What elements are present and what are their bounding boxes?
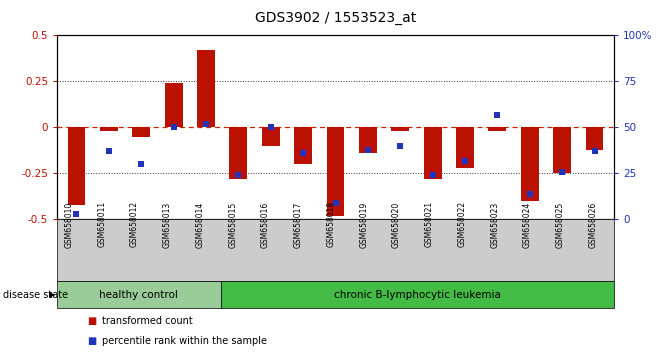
Bar xyxy=(68,127,85,205)
Text: GSM658013: GSM658013 xyxy=(162,201,172,247)
Point xyxy=(362,147,373,152)
Text: GSM658025: GSM658025 xyxy=(556,201,565,247)
Point xyxy=(460,158,470,164)
Bar xyxy=(391,127,409,131)
Text: GSM658023: GSM658023 xyxy=(491,201,499,247)
Text: GSM658011: GSM658011 xyxy=(97,201,106,247)
Text: GSM658014: GSM658014 xyxy=(195,201,205,247)
Text: GDS3902 / 1553523_at: GDS3902 / 1553523_at xyxy=(255,11,416,25)
Point xyxy=(265,125,276,130)
Text: healthy control: healthy control xyxy=(99,290,178,300)
Text: ▶: ▶ xyxy=(49,290,56,299)
Text: ■: ■ xyxy=(87,316,97,326)
Bar xyxy=(554,127,571,173)
Point xyxy=(427,172,438,178)
Bar xyxy=(521,127,539,201)
Point xyxy=(557,169,568,175)
Text: chronic B-lymphocytic leukemia: chronic B-lymphocytic leukemia xyxy=(334,290,501,300)
Bar xyxy=(132,127,150,137)
Text: disease state: disease state xyxy=(3,290,68,300)
Point xyxy=(298,150,309,156)
Bar xyxy=(423,127,442,179)
Point xyxy=(589,149,600,154)
Point xyxy=(395,143,406,149)
Text: GSM658020: GSM658020 xyxy=(392,201,401,247)
Bar xyxy=(100,127,117,131)
Text: transformed count: transformed count xyxy=(102,316,193,326)
Point xyxy=(492,112,503,118)
Text: GSM658016: GSM658016 xyxy=(261,201,270,247)
Text: GSM658012: GSM658012 xyxy=(130,201,139,247)
Text: GSM658022: GSM658022 xyxy=(458,201,466,247)
Bar xyxy=(586,127,603,149)
Bar xyxy=(488,127,507,131)
Point xyxy=(201,121,211,127)
Text: percentile rank within the sample: percentile rank within the sample xyxy=(102,336,267,346)
Bar xyxy=(456,127,474,168)
Bar xyxy=(164,83,183,127)
Bar xyxy=(359,127,377,153)
Text: GSM658019: GSM658019 xyxy=(359,201,368,247)
Text: GSM658021: GSM658021 xyxy=(425,201,433,247)
Text: GSM658017: GSM658017 xyxy=(294,201,303,247)
Text: GSM658018: GSM658018 xyxy=(327,201,336,247)
Point xyxy=(233,172,244,178)
Bar xyxy=(197,50,215,127)
Text: GSM658010: GSM658010 xyxy=(64,201,73,247)
Text: GSM658015: GSM658015 xyxy=(228,201,238,247)
Point xyxy=(168,125,179,130)
Point xyxy=(103,149,114,154)
Bar xyxy=(327,127,344,216)
Text: GSM658024: GSM658024 xyxy=(523,201,532,247)
Point xyxy=(330,200,341,206)
Point xyxy=(525,191,535,196)
Bar xyxy=(294,127,312,164)
Point xyxy=(136,161,146,167)
Bar xyxy=(262,127,280,146)
Bar xyxy=(229,127,248,179)
Text: GSM658026: GSM658026 xyxy=(588,201,598,247)
Text: ■: ■ xyxy=(87,336,97,346)
Point xyxy=(71,211,82,217)
